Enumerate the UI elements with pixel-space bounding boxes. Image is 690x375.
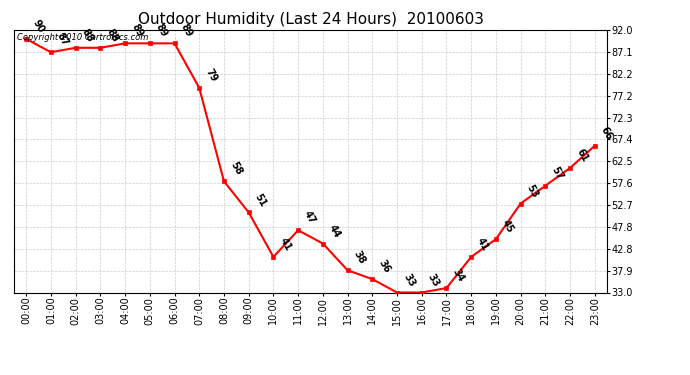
Text: 58: 58 xyxy=(228,160,244,177)
Text: 89: 89 xyxy=(154,22,170,39)
Text: 51: 51 xyxy=(253,192,268,208)
Text: 61: 61 xyxy=(574,147,590,164)
Text: 38: 38 xyxy=(352,249,367,266)
Text: 79: 79 xyxy=(204,67,219,84)
Text: 87: 87 xyxy=(55,31,70,48)
Text: 90: 90 xyxy=(30,18,46,35)
Text: 88: 88 xyxy=(80,27,95,44)
Text: Copyright 2010 Cartronics.com: Copyright 2010 Cartronics.com xyxy=(17,33,148,42)
Text: 53: 53 xyxy=(525,183,540,200)
Text: 88: 88 xyxy=(104,27,120,44)
Text: 45: 45 xyxy=(500,218,515,235)
Text: 33: 33 xyxy=(426,272,442,288)
Text: 44: 44 xyxy=(327,223,342,239)
Text: 89: 89 xyxy=(129,22,145,39)
Text: 36: 36 xyxy=(377,258,392,275)
Text: 34: 34 xyxy=(451,267,466,284)
Text: 66: 66 xyxy=(599,125,614,141)
Text: 57: 57 xyxy=(549,165,565,182)
Text: 89: 89 xyxy=(179,22,194,39)
Title: Outdoor Humidity (Last 24 Hours)  20100603: Outdoor Humidity (Last 24 Hours) 2010060… xyxy=(137,12,484,27)
Text: 41: 41 xyxy=(475,236,491,253)
Text: 41: 41 xyxy=(277,236,293,253)
Text: 47: 47 xyxy=(302,209,317,226)
Text: 33: 33 xyxy=(401,272,417,288)
